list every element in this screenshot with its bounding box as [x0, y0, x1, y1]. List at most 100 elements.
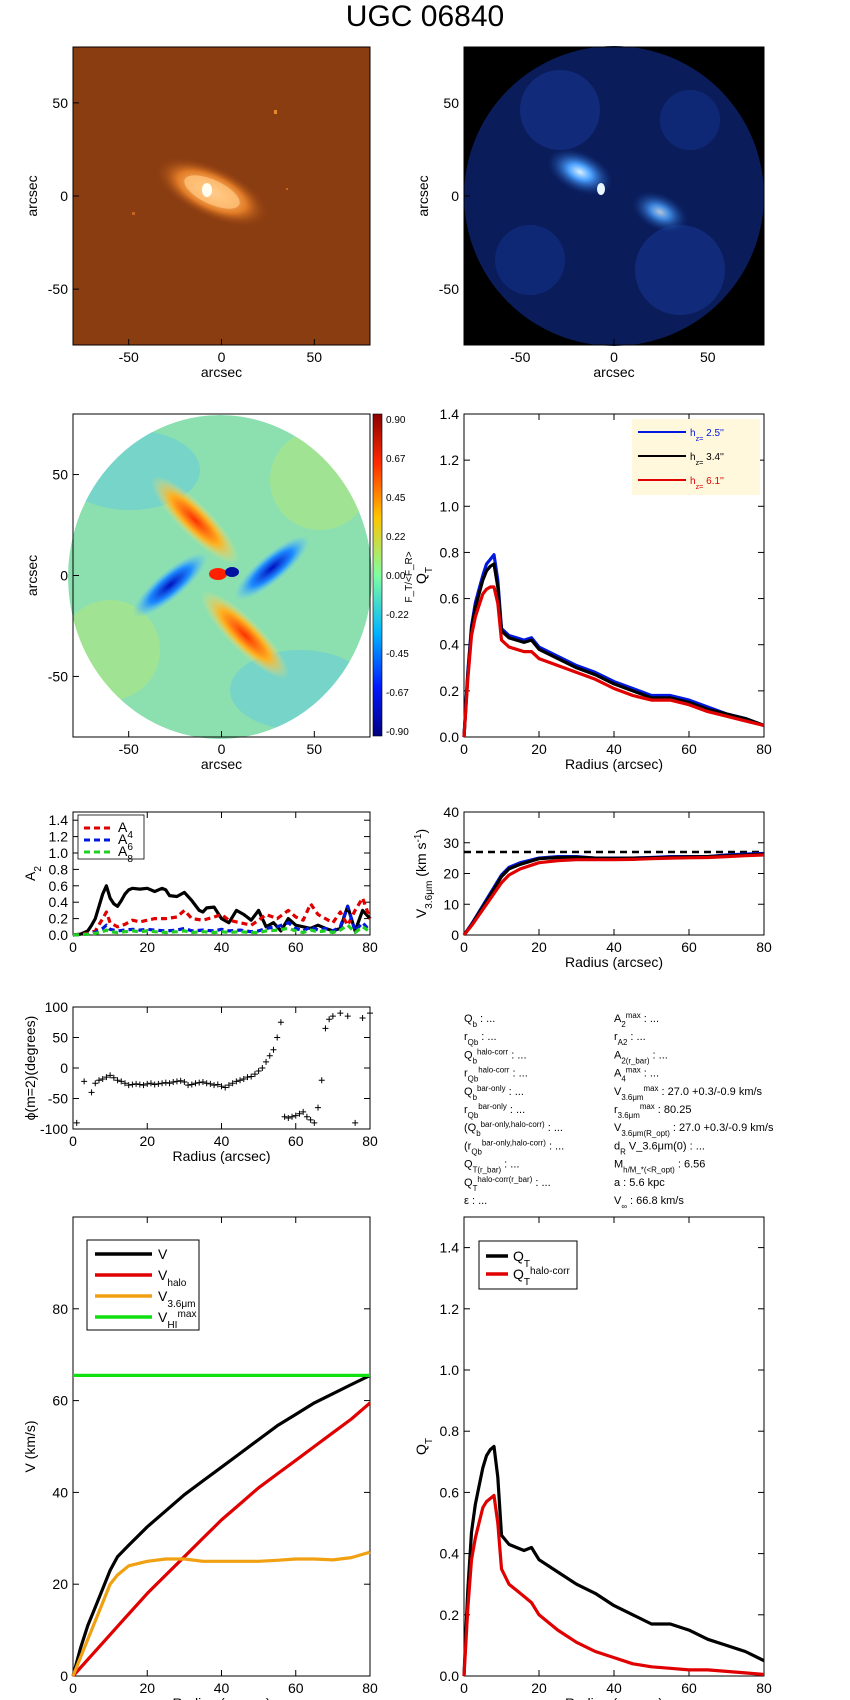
qt-legend-label: hz= 6.1'' — [690, 476, 724, 491]
fourier-amplitudes-ytick-label: 0.4 — [49, 894, 69, 910]
rotation-decomp-xtick-label: 0 — [69, 1680, 77, 1696]
force-map-xlabel: arcsec — [201, 756, 242, 772]
phase-xtick-label: 60 — [288, 1133, 304, 1149]
phase-point — [270, 1046, 277, 1053]
force-map-xtick-label: 50 — [307, 741, 323, 757]
fourier-amplitudes-ytick-label: 1.2 — [49, 829, 69, 845]
force-map-axes: -50 0 50 -50 0 50 arcsec arcsec — [24, 467, 322, 772]
phase-point — [147, 1080, 154, 1087]
amplitude-legend-label: A6 — [118, 831, 133, 853]
phase-point — [95, 1077, 102, 1084]
phase-plot — [73, 1010, 373, 1126]
phase-point — [229, 1080, 236, 1087]
info-right-line: V3.6μm(R_opt) : 27.0 +0.3/-0.9 km/s — [614, 1122, 774, 1138]
phase-point — [311, 1119, 318, 1126]
fourier-amplitudes-ytick-label: 0.8 — [49, 861, 69, 877]
fourier-amplitudes-ytick-label: 0.0 — [49, 927, 69, 943]
qt-halo-ytick-label: 1.2 — [440, 1301, 460, 1317]
qt-profiles-plot: hz= 2.5'' hz= 3.4'' hz= 6.1'' — [462, 419, 765, 738]
info-left-line: rQbbar-only : ... — [464, 1102, 525, 1120]
force-map-ytick-label: -50 — [48, 668, 68, 684]
force-map-xtick-label: 0 — [218, 741, 226, 757]
phase-point — [73, 1119, 80, 1126]
colorbar-tick-label: 0.22 — [386, 532, 406, 543]
qt-halo-ytick-label: 1.4 — [440, 1240, 460, 1256]
phase-point — [170, 1079, 177, 1086]
qt-profiles-ytick-label: 0.0 — [440, 729, 460, 745]
rotation-legend-label: VHImax — [158, 1309, 196, 1331]
force-map-disc — [68, 415, 372, 739]
info-right-line: r3.6μmmax : 80.25 — [614, 1102, 691, 1120]
qt-profiles-axes: 0 20 40 60 80 0.0 0.2 0.4 0.6 0.8 1.0 1.2 1.4 Radius … — [413, 406, 772, 772]
phase-point — [92, 1080, 99, 1087]
fourier-amplitudes-ylabel: A2 — [22, 866, 44, 881]
phase-xtick-label: 80 — [362, 1133, 378, 1149]
rotation-decomp-ytick-label: 0 — [60, 1668, 68, 1684]
phase-xtick-label: 0 — [69, 1133, 77, 1149]
phase-point — [181, 1079, 188, 1086]
qt-profiles-series-line-2 — [462, 585, 765, 738]
colorbar — [372, 413, 383, 737]
fourier-amplitudes-xtick-label: 60 — [288, 939, 304, 955]
info-left-line: QThalo-corr(r_bar) : ... — [464, 1174, 551, 1192]
fourier-amplitudes-xtick-label: 80 — [362, 939, 378, 955]
phase-point — [110, 1074, 117, 1081]
rotation-decomp-axes: 0 20 40 60 80 0 20 40 60 80 Radius (arcsec) V (km/s… — [22, 1216, 378, 1700]
colorbar-tick-label: -0.22 — [386, 610, 409, 621]
blue-image-ytick-label: 0 — [451, 188, 459, 204]
colorbar-tick-label: -0.90 — [386, 727, 409, 738]
qt-profiles-ytick-label: 0.2 — [440, 683, 460, 699]
info-left-line: (rQbbar-only,halo-corr) : ... — [464, 1138, 564, 1156]
phase-point — [274, 1034, 281, 1041]
blue-image-ytick-label: -50 — [439, 281, 459, 297]
orange-image-xtick-label: 50 — [307, 349, 323, 365]
qt-profiles-ytick-label: 1.0 — [440, 498, 460, 514]
phase-point — [125, 1082, 132, 1089]
colorbar-tick-label: -0.45 — [386, 649, 409, 660]
phase-point — [81, 1078, 88, 1085]
info-right-line: Mh/M_*(<R_opt) : 6.56 — [614, 1159, 705, 1175]
phase-point — [214, 1081, 221, 1088]
phase-point — [237, 1077, 244, 1084]
phase-point — [177, 1077, 184, 1084]
qt-halo-series-line-1 — [462, 1493, 765, 1677]
phase-point — [196, 1079, 203, 1086]
phase-ytick-label: 50 — [52, 1030, 68, 1046]
rotation-decomp-xtick-label: 60 — [288, 1680, 304, 1696]
blue-image-ytick-label: 50 — [443, 95, 459, 111]
phase-point — [140, 1082, 147, 1089]
qt-profiles-ytick-label: 0.4 — [440, 637, 460, 653]
rotation-36-ytick-label: 40 — [443, 804, 459, 820]
qt-profiles-xtick-label: 20 — [531, 741, 547, 757]
phase-point — [281, 1113, 288, 1120]
orange-image-ylabel: arcsec — [24, 175, 40, 216]
orange-image-ytick-label: 50 — [52, 95, 68, 111]
phase-ytick-label: 0 — [60, 1060, 68, 1076]
rotation-decomp-series-line-2 — [71, 1550, 371, 1677]
rotation-36-xtick-label: 40 — [606, 939, 622, 955]
info-panel: Qb : ... rQb : ...Qbhalo-corr : ...rQbhal… — [464, 1011, 774, 1211]
fourier-amplitudes-ytick-label: 0.2 — [49, 911, 69, 927]
qt-halo-xtick-label: 80 — [756, 1680, 772, 1696]
phase-point — [240, 1075, 247, 1082]
blue-image-axes: -50 0 50 -50 0 50 arcsec arcsec — [415, 95, 716, 380]
phase-point — [121, 1080, 128, 1087]
rotation-36-series-line-0 — [462, 851, 765, 936]
info-left-line: Qbhalo-corr : ... — [464, 1047, 527, 1065]
qt-halo-axes: 0 20 40 60 80 0.0 0.2 0.4 0.6 0.8 1.0 1.2 1.4 Radius … — [413, 1216, 772, 1700]
phase-point — [289, 1113, 296, 1120]
fourier-amplitudes-series-line-2 — [72, 904, 372, 937]
info-left-line: Qbbar-only : ... — [464, 1083, 524, 1101]
phase-xlabel: Radius (arcsec) — [172, 1148, 270, 1164]
info-right-line: A4max : ... — [614, 1065, 659, 1083]
orange-image-xlabel: arcsec — [201, 364, 242, 380]
rotation-decomp-ylabel: V (km/s) — [22, 1420, 38, 1472]
phase-point — [248, 1073, 255, 1080]
phase-point — [188, 1081, 195, 1088]
qt-profiles-xtick-label: 80 — [756, 741, 772, 757]
